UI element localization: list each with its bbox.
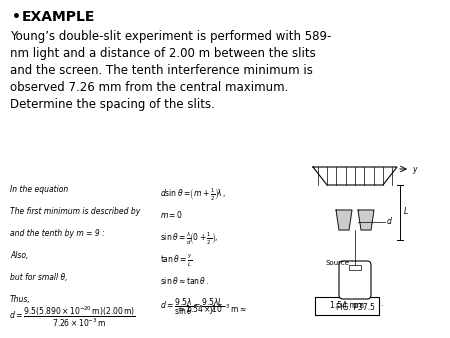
Text: •: • (12, 10, 21, 24)
Text: but for small θ,: but for small θ, (10, 273, 68, 282)
FancyBboxPatch shape (339, 261, 371, 299)
Polygon shape (358, 210, 374, 230)
Text: In the equation: In the equation (10, 185, 68, 194)
Text: observed 7.26 mm from the central maximum.: observed 7.26 mm from the central maximu… (10, 81, 288, 94)
Text: $= 1.54 \times 10^{-3}\,\mathrm{m} \approx$: $= 1.54 \times 10^{-3}\,\mathrm{m} \appr… (176, 303, 247, 315)
FancyBboxPatch shape (315, 297, 379, 315)
Polygon shape (336, 210, 352, 230)
Text: $d = \dfrac{9.5(5.890 \times 10^{-20}\,\mathrm{m})(2.00\,\mathrm{m})}{7.26 \time: $d = \dfrac{9.5(5.890 \times 10^{-20}\,\… (9, 305, 136, 329)
Text: $m = 0$: $m = 0$ (160, 209, 183, 220)
Text: $\sin\theta \approx \tan\theta\,.$: $\sin\theta \approx \tan\theta\,.$ (160, 275, 209, 286)
Text: Source: Source (325, 260, 349, 266)
Text: 1.54 mm: 1.54 mm (330, 301, 364, 311)
Text: Young’s double-slit experiment is performed with 589-: Young’s double-slit experiment is perfor… (10, 30, 331, 43)
Text: EXAMPLE: EXAMPLE (22, 10, 95, 24)
Text: $\sin\theta = \frac{\lambda}{d}\!\left(0 + \frac{1}{2}\right),$: $\sin\theta = \frac{\lambda}{d}\!\left(0… (160, 231, 219, 247)
Text: d: d (387, 217, 392, 226)
Text: Thus,: Thus, (10, 295, 31, 304)
Text: .: . (380, 299, 382, 308)
Text: nm light and a distance of 2.00 m between the slits: nm light and a distance of 2.00 m betwee… (10, 47, 316, 60)
Text: Also,: Also, (10, 251, 28, 260)
Text: $d = \dfrac{9.5\lambda}{\sin\theta} = \dfrac{9.5\lambda L}{y}$: $d = \dfrac{9.5\lambda}{\sin\theta} = \d… (160, 297, 224, 317)
Text: FIG. P37.5: FIG. P37.5 (336, 303, 374, 312)
Text: and the tenth by m = 9 :: and the tenth by m = 9 : (10, 229, 105, 238)
Text: The first minimum is described by: The first minimum is described by (10, 207, 140, 216)
Text: Determine the spacing of the slits.: Determine the spacing of the slits. (10, 98, 215, 111)
Text: L: L (404, 208, 408, 217)
Text: y: y (412, 165, 417, 173)
Text: and the screen. The tenth interference minimum is: and the screen. The tenth interference m… (10, 64, 313, 77)
Bar (349, 265, 361, 270)
Text: $d\sin\theta = \!\left(m + \frac{1}{2}\right)\!\lambda\,,$: $d\sin\theta = \!\left(m + \frac{1}{2}\r… (160, 187, 226, 203)
Text: $\tan\theta = \frac{y}{L}$: $\tan\theta = \frac{y}{L}$ (160, 253, 193, 269)
